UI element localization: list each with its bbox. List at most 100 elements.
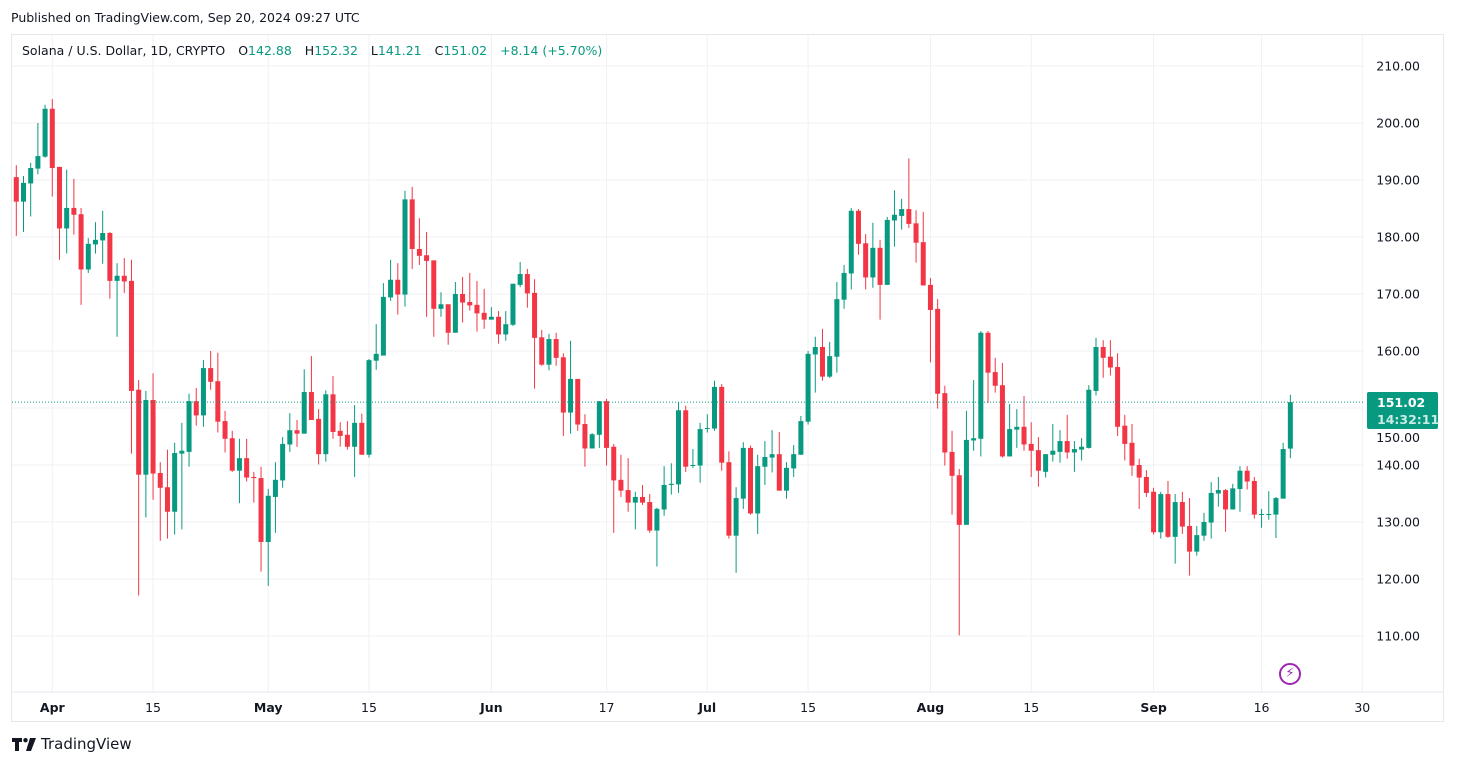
candle-body <box>35 156 41 169</box>
candle-down <box>330 376 336 439</box>
candle-down <box>71 178 77 235</box>
candle-up <box>42 104 48 158</box>
candle-up <box>1266 491 1272 520</box>
candle-up <box>899 198 905 230</box>
candle-down <box>416 218 422 265</box>
candle-up <box>438 292 444 317</box>
candle-down <box>128 259 134 454</box>
candle-down <box>524 268 530 308</box>
candle-down <box>553 332 559 366</box>
candle-body <box>316 418 322 455</box>
candle-body <box>891 214 897 221</box>
grid <box>12 35 1364 692</box>
candle-down <box>625 458 631 512</box>
candle-down <box>258 466 264 572</box>
candle-up <box>791 445 797 477</box>
candle-body <box>884 219 890 285</box>
candle-down <box>611 443 617 533</box>
candle-up <box>1230 483 1236 510</box>
candle-down <box>575 378 581 431</box>
price-tick-label: 120.00 <box>1376 572 1420 587</box>
candle-up <box>280 437 286 488</box>
candle-body <box>733 498 739 536</box>
candle-body <box>676 410 682 485</box>
candle-down <box>496 311 502 344</box>
candle-body <box>402 199 408 295</box>
candle-up <box>1273 496 1279 538</box>
candle-up <box>1050 423 1056 462</box>
candle-body <box>618 479 624 491</box>
brand-name: TradingView <box>41 735 132 753</box>
candle-body <box>647 502 653 531</box>
candle-body <box>121 275 127 282</box>
candle-body <box>474 304 480 314</box>
candle-body <box>452 294 458 333</box>
candle-body <box>380 296 386 356</box>
candle-up <box>186 393 192 467</box>
candle-up <box>373 324 379 370</box>
candle-body <box>963 439 969 525</box>
candle-down <box>647 494 653 533</box>
candle-body <box>164 487 170 512</box>
candle-body <box>726 462 732 536</box>
candle-down <box>208 351 214 390</box>
candle-up <box>848 207 854 290</box>
candle-down <box>985 331 991 403</box>
candle-body <box>114 275 120 281</box>
time-tick-label: Jun <box>479 700 502 715</box>
candle-up <box>971 380 977 451</box>
candle-down <box>460 276 466 323</box>
candle-body <box>1287 402 1293 449</box>
lightning-icon[interactable]: ⚡︎ <box>1279 663 1301 685</box>
candle-up <box>697 422 703 483</box>
candle-down <box>719 384 725 471</box>
candle-body <box>1172 502 1178 537</box>
candle-body <box>956 475 962 525</box>
candle-body <box>1266 514 1272 516</box>
symbol-title[interactable]: Solana / U.S. Dollar, 1D, CRYPTO <box>22 43 226 58</box>
candle-body <box>1014 426 1020 430</box>
candle-down <box>949 430 955 515</box>
candle-down <box>1100 340 1106 378</box>
candle-body <box>1050 450 1056 455</box>
candle-down <box>136 380 142 596</box>
candle-up <box>380 283 386 356</box>
candle-body <box>488 316 494 320</box>
candle-body <box>632 496 638 503</box>
candle-down <box>1035 437 1041 487</box>
candle-down <box>193 388 199 426</box>
candle-body <box>747 447 753 514</box>
candle-body <box>373 353 379 361</box>
open-value: 142.88 <box>248 43 292 58</box>
candle-body <box>1122 425 1128 444</box>
candle-up <box>1215 476 1221 507</box>
candle-body <box>913 223 919 243</box>
candle-body <box>107 233 113 281</box>
price-tick-label: 180.00 <box>1376 230 1420 245</box>
candle-up <box>712 380 718 431</box>
low-value: 141.21 <box>377 43 422 58</box>
candle-body <box>208 368 214 382</box>
price-tick-label: 170.00 <box>1376 287 1420 302</box>
candle-down <box>424 231 430 317</box>
high-label: H <box>304 43 315 58</box>
candles <box>13 99 1293 636</box>
candle-down <box>1021 396 1027 451</box>
candle-down <box>618 454 624 497</box>
candle-body <box>229 438 235 471</box>
candle-down <box>913 210 919 263</box>
tradingview-logo-icon <box>12 737 36 751</box>
candle-up <box>1201 512 1207 541</box>
candle-body <box>1187 525 1193 552</box>
candle-down <box>244 438 250 482</box>
candle-body <box>85 243 91 270</box>
change-value: +8.14 (+5.70%) <box>500 43 603 58</box>
low-label: L <box>370 43 378 58</box>
candle-body <box>64 207 70 229</box>
candle-body <box>1086 389 1092 448</box>
candle-body <box>604 401 610 448</box>
price-tick-label: 210.00 <box>1376 59 1420 74</box>
tradingview-logo[interactable]: TradingView <box>12 735 132 753</box>
candle-body <box>294 430 300 434</box>
